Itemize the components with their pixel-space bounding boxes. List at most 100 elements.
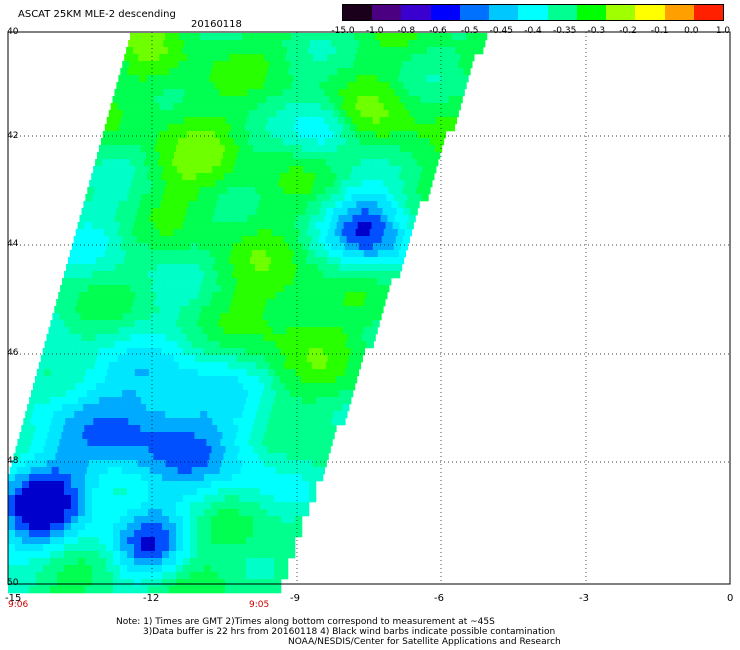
swath-pixel [333,33,341,41]
swath-pixel [305,411,313,419]
swath-pixel [325,236,333,244]
swath-pixel [221,285,229,293]
swath-pixel [262,439,270,447]
swath-pixel [248,236,256,244]
swath-pixel [34,376,43,384]
swath-pixel [127,495,135,503]
swath-pixel [183,509,191,517]
swath-pixel [237,75,245,83]
swath-pixel [297,110,305,118]
swath-pixel [114,138,123,146]
colorbar-label: -0.35 [553,26,577,36]
swath-pixel [207,82,215,90]
swath-pixel [275,418,283,426]
swath-pixel [332,187,340,195]
lat-label-50: 50 [7,578,19,588]
swath-pixel [389,82,397,90]
swath-pixel [178,439,186,447]
swath-pixel [242,131,251,139]
swath-pixel [225,586,233,594]
swath-pixel [49,425,57,433]
swath-pixel [216,124,225,132]
swath-pixel [328,75,336,83]
swath-pixel [216,404,224,412]
swath-pixel [85,537,93,545]
swath-pixel [136,187,144,195]
swath-pixel [410,33,418,41]
swath-pixel [120,523,128,531]
swath-pixel [334,355,342,363]
swath-pixel [122,187,130,195]
swath-pixel [431,131,440,139]
swath-pixel [108,362,117,370]
swath-pixel [335,404,343,412]
swath-pixel [190,481,198,489]
swath-pixel [207,257,216,265]
swath-pixel [183,558,191,566]
swath-pixel [427,145,436,153]
swath-pixel [101,390,109,398]
swath-pixel [62,327,70,335]
swath-pixel [217,47,225,55]
swath-pixel [331,264,340,272]
swath-pixel [216,201,224,209]
swath-pixel [189,425,197,433]
swath-pixel [345,292,353,300]
swath-pixel [142,418,150,426]
swath-pixel [96,383,104,391]
swath-pixel [369,229,377,237]
swath-pixel [261,40,269,48]
swath-pixel [343,96,351,104]
swath-pixel [426,124,435,132]
swath-pixel [266,222,274,230]
swath-pixel [232,481,240,489]
swath-pixel [260,320,268,328]
swath-pixel [408,40,416,48]
swath-pixel [177,166,185,174]
swath-pixel [281,572,289,580]
map-title: ASCAT 25KM MLE-2 descending [18,9,176,20]
swath-pixel [141,474,149,482]
swath-pixel [235,159,243,167]
swath-pixel [231,222,239,230]
swath-pixel [197,544,205,552]
swath-pixel [214,208,222,216]
swath-pixel [190,117,198,125]
swath-pixel [135,467,143,475]
swath-pixel [373,264,382,272]
swath-pixel [188,250,197,258]
swath-pixel [180,432,188,440]
swath-pixel [350,222,358,230]
swath-pixel [15,530,23,538]
swath-pixel [226,264,235,272]
swath-pixel [127,502,135,510]
swath-pixel [312,411,320,419]
swath-pixel [413,47,421,55]
swath-pixel [85,502,93,510]
swath-pixel [211,320,219,328]
swath-pixel [211,558,219,566]
swath-pixel [281,523,289,531]
swath-pixel [144,208,152,216]
swath-pixel [263,285,271,293]
swath-pixel [169,488,177,496]
swath-pixel [309,474,317,482]
swath-pixel [71,474,79,482]
swath-pixel [165,131,174,139]
swath-pixel [254,138,263,146]
swath-pixel [78,397,86,405]
swath-pixel [204,558,212,566]
swath-pixel [253,502,261,510]
swath-pixel [352,40,360,48]
swath-pixel [245,348,253,356]
swath-pixel [239,320,247,328]
swath-pixel [297,61,305,69]
swath-pixel [226,138,235,146]
swath-pixel [223,453,231,461]
swath-pixel [131,54,139,62]
swath-pixel [200,334,208,342]
swath-pixel [144,460,152,468]
swath-pixel [208,432,216,440]
swath-pixel [291,131,300,139]
swath-pixel [134,502,142,510]
